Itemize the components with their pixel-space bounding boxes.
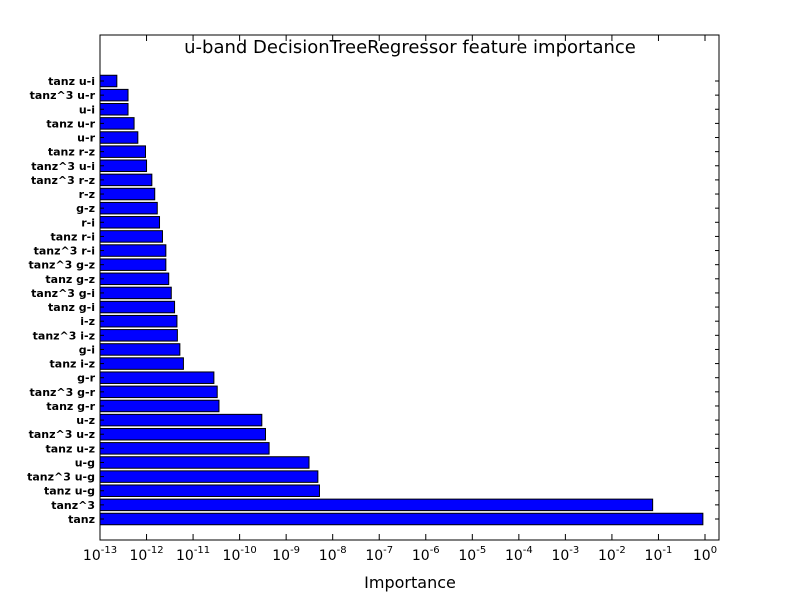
bar-tanz-g-r — [99, 399, 220, 413]
y-tick-label: tanz^3 u-r — [30, 89, 96, 102]
y-tick-label: tanz r-z — [48, 146, 95, 159]
axis-ticks — [99, 35, 719, 540]
y-tick-label: tanz^3 u-z — [29, 428, 95, 441]
bar-tanz-3-u-i — [99, 159, 148, 173]
y-tick-label: u-z — [76, 414, 95, 427]
bar-g-z — [99, 201, 158, 215]
y-tick-label: tanz^3 — [51, 499, 95, 512]
y-tick-label: g-z — [76, 202, 95, 215]
x-axis-label: Importance — [364, 573, 456, 592]
bar-tanz — [99, 512, 704, 526]
x-tick-label: 10-7 — [365, 545, 393, 564]
bar-tanz-r-z — [99, 145, 146, 158]
bar-u-i — [99, 103, 129, 116]
bar-u-z — [99, 413, 263, 427]
bar-g-r — [99, 371, 215, 384]
y-tick-label: tanz u-i — [48, 75, 95, 88]
bar-tanz-3-g-r — [99, 385, 218, 399]
bar-u-r — [99, 131, 139, 144]
y-tick-label: tanz u-r — [46, 117, 95, 130]
y-tick-label: tanz^3 g-z — [29, 259, 95, 272]
y-tick-label: tanz^3 r-z — [31, 174, 95, 187]
y-tick-label: tanz i-z — [50, 358, 95, 371]
y-tick-label: u-g — [75, 456, 95, 469]
x-tick-label: 10-2 — [598, 545, 626, 564]
plot-frame — [99, 34, 720, 541]
bar-u-g — [99, 456, 310, 469]
x-tick-label: 10-10 — [223, 545, 257, 564]
bar-tanz-3-u-z — [99, 427, 266, 441]
y-tick-label: i-z — [80, 315, 95, 328]
bar-tanz-r-i — [99, 230, 163, 243]
x-tick-label: 100 — [693, 545, 717, 564]
bar-tanz-u-z — [99, 442, 270, 455]
x-tick-label: 10-4 — [505, 545, 533, 564]
y-tick-label: tanz^3 g-r — [30, 386, 96, 399]
bar-tanz-3-u-r — [99, 88, 129, 102]
x-tick-label: 10-13 — [83, 545, 117, 564]
x-tick-label: 10-3 — [551, 545, 579, 564]
bar-g-i — [99, 343, 181, 356]
bar-tanz-3-r-z — [99, 173, 153, 187]
bar-tanz-3-g-z — [99, 258, 167, 271]
bars-group — [99, 74, 704, 526]
chart-title: u-band DecisionTreeRegressor feature imp… — [184, 37, 636, 58]
y-tick-label: tanz g-i — [48, 301, 95, 314]
bar-tanz-3-u-g — [99, 470, 319, 483]
y-tick-label: g-r — [77, 372, 95, 385]
y-tick-label: tanz r-i — [50, 230, 95, 243]
y-tick-label: u-r — [77, 132, 95, 145]
x-tick-label: 10-1 — [645, 545, 673, 564]
y-tick-label: tanz g-z — [45, 273, 95, 286]
y-tick-label: tanz^3 u-g — [27, 471, 95, 484]
y-tick-label: tanz^3 u-i — [31, 160, 95, 173]
bar-tanz-3-g-i — [99, 286, 172, 300]
y-tick-label: tanz u-z — [45, 442, 95, 455]
y-tick-label: tanz^3 i-z — [33, 329, 95, 342]
x-tick-label: 10-11 — [176, 545, 210, 564]
y-tick-label: tanz u-g — [44, 485, 95, 498]
bar-r-z — [99, 187, 156, 201]
bar-i-z — [99, 314, 178, 328]
x-tick-label: 10-5 — [458, 545, 486, 564]
bar-tanz-g-z — [99, 272, 170, 286]
y-tick-label: tanz^3 r-i — [34, 245, 95, 258]
bar-tanz-3-i-z — [99, 329, 178, 342]
y-tick-label: tanz g-r — [46, 400, 95, 413]
x-tick-label: 10-12 — [129, 545, 163, 564]
y-tick-label: u-i — [79, 103, 95, 116]
x-tick-label: 10-9 — [272, 545, 300, 564]
bar-tanz-i-z — [99, 357, 184, 370]
y-tick-label: tanz — [68, 513, 95, 526]
bar-r-i — [99, 216, 161, 229]
y-tick-label: r-z — [79, 188, 95, 201]
x-tick-labels: 10-13 10-12 10-11 10-10 10-9 10-8 10-7 10-6 10-5… — [83, 545, 717, 564]
bar-tanz-u-r — [99, 117, 135, 130]
bar-tanz-3-r-i — [99, 244, 167, 257]
y-tick-label: r-i — [81, 216, 95, 229]
y-tick-label: tanz^3 g-i — [31, 287, 95, 300]
bar-tanz-3 — [99, 498, 654, 512]
x-tick-label: 10-8 — [319, 545, 347, 564]
x-tick-label: 10-6 — [412, 545, 440, 564]
bar-tanz-u-g — [99, 484, 320, 497]
y-tick-label: g-i — [79, 343, 95, 356]
bar-tanz-g-i — [99, 300, 176, 314]
